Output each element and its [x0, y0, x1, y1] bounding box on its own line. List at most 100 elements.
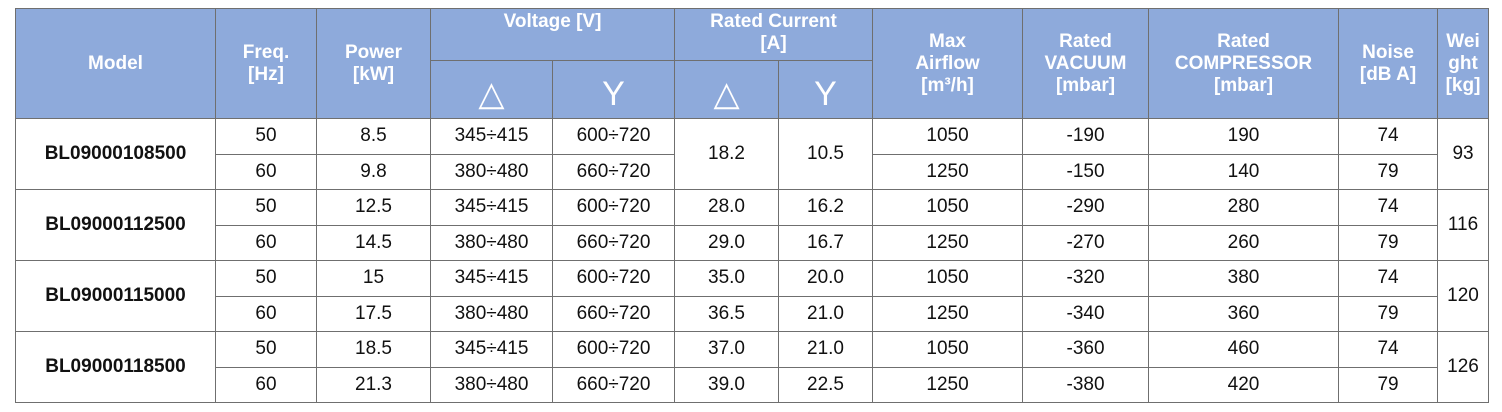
data-cell: 50: [215, 260, 317, 297]
data-cell: 660÷720: [551, 153, 676, 190]
data-cell: 35.0: [674, 260, 780, 297]
data-cell: 380÷480: [430, 295, 553, 332]
header-line: Voltage [V]: [503, 11, 602, 32]
data-row: 60 9.8 380÷480 660÷720 1250 -150 140 79: [16, 153, 1489, 190]
data-cell: -270: [1022, 224, 1150, 261]
data-cell: 15: [316, 260, 431, 297]
data-cell: 50: [215, 118, 317, 155]
spec-table: Model Freq. [Hz] Power [kW] Voltage [V] Rated …: [15, 8, 1490, 403]
header-cell: Freq. [Hz]: [215, 8, 317, 119]
header-symbol: △: [430, 60, 553, 119]
data-cell: 9.8: [316, 153, 431, 190]
header-symbol: Y: [778, 60, 874, 119]
data-cell: 345÷415: [430, 331, 553, 368]
data-cell: 10.5: [778, 118, 874, 190]
data-cell: 345÷415: [430, 189, 553, 226]
data-cell: 14.5: [316, 224, 431, 261]
data-cell: 345÷415: [430, 260, 553, 297]
data-cell: 660÷720: [551, 366, 676, 403]
data-cell: 60: [215, 366, 317, 403]
data-cell: 380: [1148, 260, 1340, 297]
data-cell: 18.2: [674, 118, 780, 190]
header-line: VACUUM: [1044, 52, 1127, 74]
weight-cell: 93: [1437, 118, 1490, 190]
header-symbol: Y: [551, 60, 676, 119]
data-cell: 600÷720: [551, 260, 676, 297]
data-row: BL09000112500 50 12.5 345÷415 600÷720 28.0 16.…: [15, 189, 1490, 261]
header-cell: Rated Current [A]: [674, 8, 874, 61]
data-cell: 12.5: [316, 189, 431, 226]
header-line: Airflow: [915, 52, 980, 74]
data-cell: 79: [1338, 224, 1439, 261]
data-cell: 360: [1148, 295, 1340, 332]
header-line: [m³/h]: [921, 74, 974, 96]
data-cell: 1050: [872, 118, 1024, 155]
data-cell: 22.5: [778, 366, 874, 403]
data-cell: 74: [1338, 118, 1439, 155]
data-cell: 50: [215, 189, 317, 226]
data-cell: 79: [1338, 366, 1439, 403]
data-cell: 16.2: [778, 189, 874, 226]
data-cell: 8.5: [316, 118, 431, 155]
data-cell: 1250: [872, 224, 1024, 261]
header-cell: Voltage [V]: [429, 8, 676, 61]
data-cell: 37.0: [674, 331, 780, 368]
data-cell: 18.5: [316, 331, 431, 368]
header-line: Rated: [1217, 30, 1270, 52]
header-cell: Rated COMPRESSOR [mbar]: [1148, 8, 1340, 119]
data-cell: 60: [215, 295, 317, 332]
data-cell: -320: [1022, 260, 1150, 297]
data-cell: -360: [1022, 331, 1150, 368]
data-cell: 74: [1338, 189, 1439, 226]
model-cell: BL09000115000: [15, 260, 216, 332]
data-cell: 600÷720: [551, 189, 676, 226]
model-cell: BL09000118500: [15, 331, 216, 403]
data-row: 60 17.5 380÷480 660÷720 36.5 21.0 1250 -340 360 7…: [16, 295, 1489, 332]
header-cell: Noise [dB A]: [1338, 8, 1439, 119]
header-cell: Rated VACUUM [mbar]: [1022, 8, 1150, 119]
header-cell: Wei ght [kg]: [1437, 8, 1490, 119]
header-line: ght: [1448, 52, 1478, 74]
header-cell: Power [kW]: [316, 8, 431, 119]
header-line: Model: [88, 52, 143, 74]
data-cell: -340: [1022, 295, 1150, 332]
data-row: 60 21.3 380÷480 660÷720 39.0 22.5 1250 -380 420 7…: [16, 366, 1489, 403]
header-subrow: △ Y △ Y: [16, 60, 1489, 119]
data-cell: 1250: [872, 153, 1024, 190]
data-row: BL09000115000 50 15 345÷415 600÷720 35.0 20.0 1…: [15, 260, 1490, 332]
data-cell: 21.0: [778, 331, 874, 368]
data-cell: 460: [1148, 331, 1340, 368]
spec-table-wrap: Model Freq. [Hz] Power [kW] Voltage [V] Rated …: [15, 8, 1490, 403]
data-cell: 660÷720: [551, 295, 676, 332]
data-cell: 280: [1148, 189, 1340, 226]
header-cell: Model: [15, 8, 216, 119]
data-cell: 79: [1338, 153, 1439, 190]
header-line: Power: [344, 41, 403, 63]
data-cell: 190: [1148, 118, 1340, 155]
data-cell: 20.0: [778, 260, 874, 297]
data-cell: 420: [1148, 366, 1340, 403]
data-cell: 1050: [872, 260, 1024, 297]
data-cell: 21.0: [778, 295, 874, 332]
data-cell: 380÷480: [430, 153, 553, 190]
header-line: Wei: [1446, 30, 1480, 52]
data-cell: -150: [1022, 153, 1150, 190]
data-cell: 28.0: [674, 189, 780, 226]
data-cell: 660÷720: [551, 224, 676, 261]
data-cell: 1050: [872, 331, 1024, 368]
data-cell: 380÷480: [430, 224, 553, 261]
data-cell: 380÷480: [430, 366, 553, 403]
header-line: [dB A]: [1359, 63, 1417, 85]
data-row: BL09000118500 50 18.5 345÷415 600÷720 37.0 21.…: [15, 331, 1490, 403]
model-cell: BL09000108500: [15, 118, 216, 190]
header-line: [A]: [760, 33, 787, 54]
data-cell: 260: [1148, 224, 1340, 261]
weight-cell: 126: [1437, 331, 1490, 403]
header-line: [kW]: [352, 63, 395, 85]
header-line: [mbar]: [1055, 74, 1116, 96]
header-line: [mbar]: [1213, 74, 1274, 96]
data-cell: -290: [1022, 189, 1150, 226]
data-cell: 60: [215, 224, 317, 261]
data-cell: 39.0: [674, 366, 780, 403]
